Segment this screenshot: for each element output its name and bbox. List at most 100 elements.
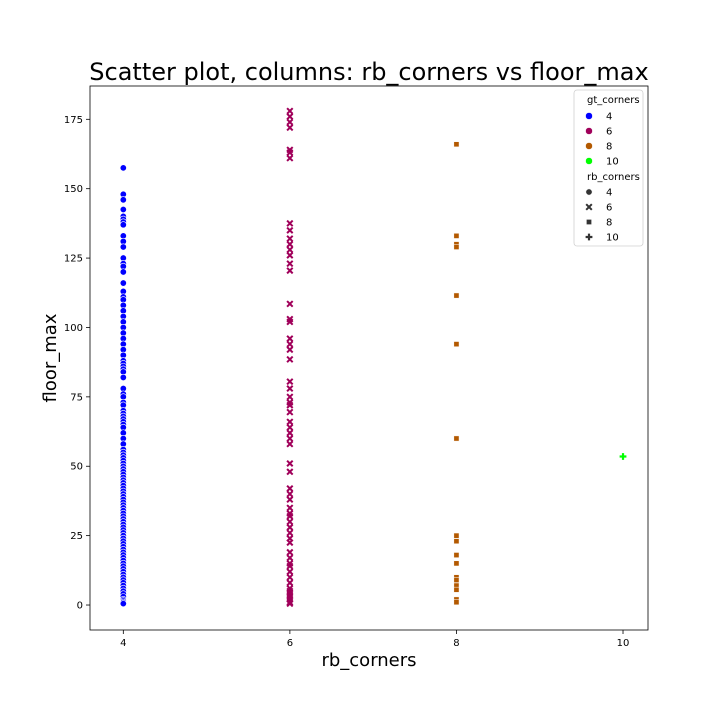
- data-point: [286, 429, 294, 437]
- x-axis-ticks: 4 6 8 10: [120, 630, 629, 649]
- data-point: [286, 440, 294, 448]
- data-point: [453, 141, 460, 148]
- data-points: [119, 107, 627, 608]
- legend-style-marker: [585, 188, 593, 196]
- data-point: [119, 196, 127, 204]
- legend-style-label: 4: [606, 188, 612, 199]
- legend-style-label: 10: [606, 233, 619, 244]
- data-point: [286, 246, 294, 254]
- data-point: [286, 512, 294, 520]
- data-point: [286, 600, 294, 608]
- data-point: [286, 340, 294, 348]
- legend-hue-marker: [585, 112, 593, 120]
- data-point: [286, 423, 294, 431]
- data-point: [286, 251, 294, 259]
- data-point: [286, 539, 294, 547]
- data-point: [286, 554, 294, 562]
- data-point: [286, 267, 294, 275]
- y-tick-label: 100: [64, 323, 83, 334]
- data-point: [286, 401, 294, 409]
- legend-style-title: rb_corners: [587, 172, 640, 183]
- data-point: [286, 490, 294, 498]
- data-point: [286, 118, 294, 126]
- legend-hue-title: gt_corners: [587, 95, 640, 106]
- data-point: [119, 279, 127, 287]
- data-point: [286, 562, 294, 570]
- x-tick-label: 6: [287, 638, 293, 649]
- data-point: [286, 484, 294, 492]
- legend-hue-label: 6: [606, 127, 612, 138]
- data-point: [286, 579, 294, 587]
- legend-style-marker: [585, 203, 593, 211]
- data-point: [286, 418, 294, 426]
- data-point: [453, 538, 460, 545]
- data-point: [119, 206, 127, 214]
- data-point: [286, 107, 294, 115]
- data-point: [286, 518, 294, 526]
- y-tick-label: 125: [64, 254, 83, 265]
- data-point: [286, 393, 294, 401]
- data-point: [286, 573, 294, 581]
- data-point: [286, 459, 294, 467]
- data-point: [286, 346, 294, 354]
- legend-style-marker: [585, 233, 593, 241]
- data-point: [286, 504, 294, 512]
- legend-style-entries: 4 6 8 10: [585, 188, 619, 244]
- data-point: [119, 373, 127, 381]
- data-point: [286, 355, 294, 363]
- data-point: [286, 113, 294, 121]
- data-point: [286, 149, 294, 157]
- plot-frame: [89, 85, 649, 631]
- legend-hue-marker: [585, 142, 593, 150]
- legend-hue-label: 8: [606, 142, 612, 153]
- x-tick-label: 4: [120, 638, 126, 649]
- data-point: [286, 548, 294, 556]
- legend-hue-marker: [585, 127, 593, 135]
- data-point: [119, 268, 127, 276]
- data-point: [286, 523, 294, 531]
- y-tick-label: 50: [70, 462, 83, 473]
- data-point: [286, 408, 294, 416]
- legend-hue-marker: [585, 157, 593, 165]
- legend-hue-label: 4: [606, 112, 612, 123]
- data-point: [286, 219, 294, 227]
- x-tick-label: 10: [617, 638, 630, 649]
- y-tick-label: 150: [64, 184, 83, 195]
- legend-style-marker: [586, 219, 592, 225]
- data-point: [286, 226, 294, 234]
- data-point: [453, 599, 460, 606]
- data-point: [286, 529, 294, 537]
- chart-title: Scatter plot, columns: rb_corners vs flo…: [89, 58, 648, 86]
- data-point: [453, 435, 460, 442]
- data-point: [453, 244, 460, 250]
- legend-hue-label: 10: [606, 157, 619, 168]
- data-point: [119, 164, 127, 172]
- y-tick-label: 75: [70, 392, 83, 403]
- data-point: [119, 243, 127, 251]
- data-point: [453, 292, 460, 299]
- data-point: [453, 560, 460, 567]
- y-tick-label: 0: [77, 601, 83, 612]
- data-point: [286, 300, 294, 308]
- y-axis-label: floor_max: [40, 313, 61, 402]
- data-point: [286, 318, 294, 326]
- data-point: [453, 552, 460, 558]
- legend-style-label: 6: [606, 203, 612, 214]
- data-point: [286, 378, 294, 386]
- data-point: [453, 341, 460, 347]
- x-tick-label: 8: [453, 638, 459, 649]
- data-point: [286, 468, 294, 476]
- data-point: [286, 335, 294, 343]
- data-point: [286, 124, 294, 132]
- legend: gt_corners 4 6 8 10 rb_corners 4 6 8 10: [573, 89, 644, 247]
- data-point: [286, 434, 294, 442]
- data-point: [619, 453, 627, 460]
- y-axis-ticks: 0 25 50 75 100 125 150 175: [64, 115, 90, 612]
- legend-hue-entries: 4 6 8 10: [585, 112, 619, 168]
- y-tick-label: 25: [70, 531, 83, 542]
- data-point: [119, 221, 127, 229]
- y-tick-label: 175: [64, 115, 83, 126]
- data-point: [453, 233, 460, 239]
- data-point: [286, 385, 294, 393]
